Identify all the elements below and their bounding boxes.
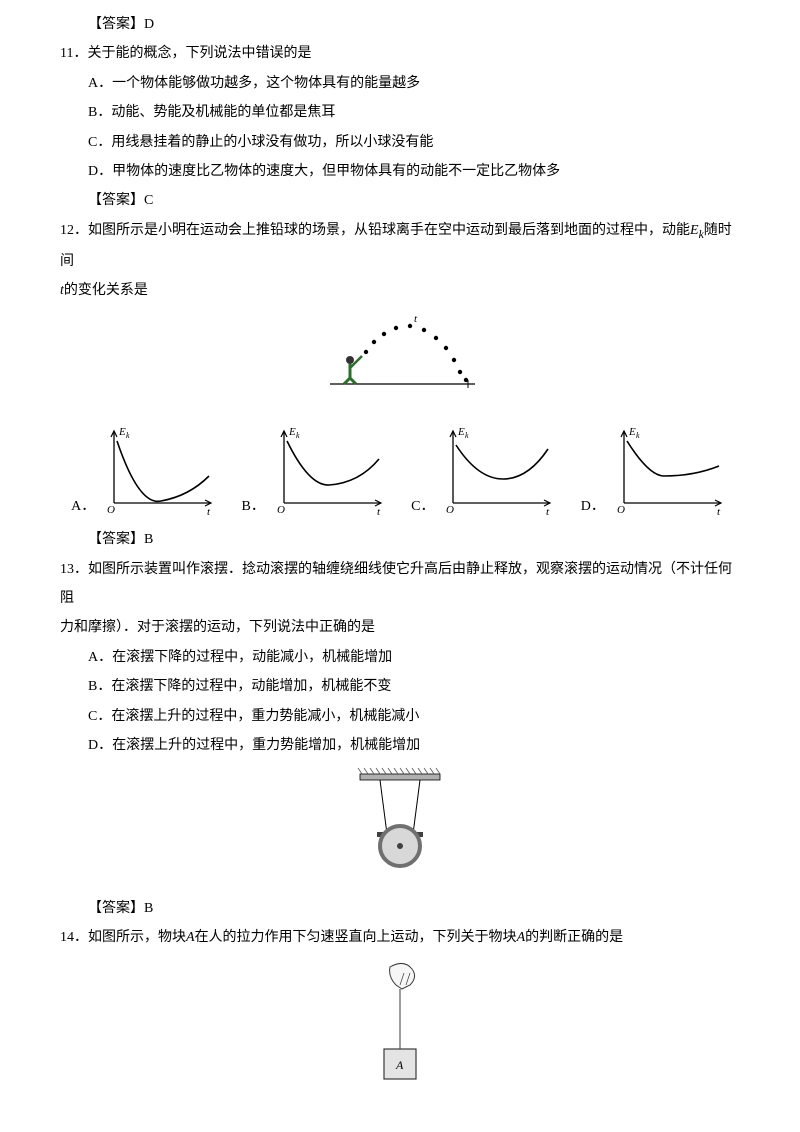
answer-label: 【答案】 [88, 532, 144, 547]
q13-optA: A．在滚摆下降的过程中，动能减小，机械能增加 [60, 643, 740, 672]
svg-text:A: A [395, 1058, 404, 1072]
q11-text: 关于能的概念，下列说法中错误的是 [87, 46, 311, 61]
q13-stem-line2: 力和摩擦）．对于滚摆的运动，下列说法中正确的是 [60, 613, 740, 642]
svg-text:O: O [107, 504, 115, 516]
q13-s1: 如图所示装置叫作滚摆．捻动滚摆的轴缠绕细线使它升高后由静止释放，观察滚摆的运动情… [60, 562, 732, 606]
ek-vs-t-graph-icon: Ek Ot [609, 421, 729, 521]
option-label: D． [581, 492, 605, 521]
q11-stem: 11．关于能的概念，下列说法中错误的是 [60, 39, 740, 68]
A1: A [186, 930, 195, 945]
graph-option: C． Ek Ot [411, 421, 558, 521]
q13-diagram [60, 766, 740, 887]
q14-post: 的判断正确的是 [525, 930, 623, 945]
q12-answer: 【答案】B [60, 525, 740, 554]
q11-optB: B．动能、势能及机械能的单位都是焦耳 [60, 98, 740, 127]
answer-value: B [144, 532, 153, 547]
q13-stem-line1: 13．如图所示装置叫作滚摆．捻动滚摆的轴缠绕细线使它升高后由静止释放，观察滚摆的… [60, 555, 740, 614]
q12-stem-line1: 12．如图所示是小明在运动会上推铅球的场景，从铅球离手在空中运动到最后落到地面的… [60, 216, 740, 277]
svg-text:t: t [717, 506, 721, 518]
option-label: A． [71, 492, 95, 521]
answer-label: 【答案】 [88, 17, 144, 32]
q12-pre: 如图所示是小明在运动会上推铅球的场景，从铅球离手在空中运动到最后落到地面的过程中… [88, 223, 690, 238]
q14-mid: 在人的拉力作用下匀速竖直向上运动，下列关于物块 [195, 930, 517, 945]
graph-option: A． Ek Ot [71, 421, 219, 521]
graph-option: B． Ek Ot [242, 421, 389, 521]
svg-text:t: t [414, 313, 418, 325]
svg-text:k: k [296, 431, 300, 440]
q12-main-diagram: t [60, 312, 740, 413]
q14-diagram: A [60, 959, 740, 1100]
A2: A [517, 930, 526, 945]
rolling-pendulum-icon [345, 766, 455, 876]
q11-optA: A．一个物体能够做功越多，这个物体具有的能量越多 [60, 69, 740, 98]
svg-text:t: t [207, 506, 211, 518]
answer-label: 【答案】 [88, 901, 144, 916]
q12-graph-options: A． Ek Ot B． Ek Ot C． Ek Ot D． Ek Ot [60, 421, 740, 521]
answer-label: 【答案】 [88, 193, 144, 208]
option-label: B． [242, 492, 265, 521]
q11-answer: 【答案】C [60, 186, 740, 215]
q13-optB: B．在滚摆下降的过程中，动能增加，机械能不变 [60, 672, 740, 701]
ek-vs-t-graph-icon: Ek Ot [269, 421, 389, 521]
svg-text:E: E [457, 426, 465, 438]
shotput-trajectory-icon: t [310, 312, 490, 402]
graph-option: D． Ek Ot [581, 421, 729, 521]
hand-lifting-block-icon: A [360, 959, 440, 1089]
svg-text:O: O [277, 504, 285, 516]
q13-optC: C．在滚摆上升的过程中，重力势能减小，机械能减小 [60, 702, 740, 731]
q13-answer: 【答案】B [60, 894, 740, 923]
q11-optC: C．用线悬挂着的静止的小球没有做功，所以小球没有能 [60, 128, 740, 157]
q13-optD: D．在滚摆上升的过程中，重力势能增加，机械能增加 [60, 731, 740, 760]
svg-text:t: t [377, 506, 381, 518]
q12-rest: 的变化关系是 [64, 283, 148, 298]
Ek-symbol: Ek [690, 223, 704, 238]
option-label: C． [411, 492, 434, 521]
svg-text:E: E [628, 426, 636, 438]
q12-stem-line2: t的变化关系是 [60, 276, 740, 305]
q12-num: 12． [60, 223, 88, 238]
q13-num: 13． [60, 562, 88, 577]
svg-text:O: O [446, 504, 454, 516]
q14-stem: 14．如图所示，物块A在人的拉力作用下匀速竖直向上运动，下列关于物块A的判断正确… [60, 923, 740, 952]
q14-num: 14． [60, 930, 88, 945]
answer-value: D [144, 17, 154, 32]
svg-text:E: E [288, 426, 296, 438]
q10-answer: 【答案】D [60, 10, 740, 39]
svg-text:O: O [617, 504, 625, 516]
svg-text:k: k [126, 431, 130, 440]
svg-text:E: E [118, 426, 126, 438]
q11-optD: D．甲物体的速度比乙物体的速度大，但甲物体具有的动能不一定比乙物体多 [60, 157, 740, 186]
svg-text:k: k [636, 431, 640, 440]
ek-vs-t-graph-icon: Ek Ot [99, 421, 219, 521]
q11-num: 11． [60, 46, 87, 61]
ek-vs-t-graph-icon: Ek Ot [438, 421, 558, 521]
svg-text:k: k [465, 431, 469, 440]
svg-text:t: t [546, 506, 550, 518]
answer-value: B [144, 901, 153, 916]
q14-pre: 如图所示，物块 [88, 930, 186, 945]
answer-value: C [144, 193, 153, 208]
